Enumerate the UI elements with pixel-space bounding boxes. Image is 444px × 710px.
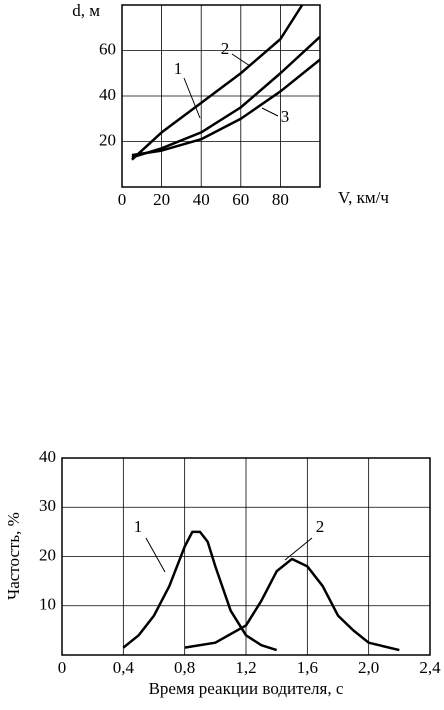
y-tick-label: 20: [99, 130, 116, 149]
leader-line: [261, 107, 279, 117]
y-axis-title: d, м: [72, 1, 100, 20]
line-series: [131, 4, 304, 161]
x-axis-title: Время реакции водителя, с: [149, 679, 344, 698]
y-axis-title: Частость, %: [4, 512, 23, 600]
y-tick-label: 40: [99, 85, 116, 104]
series-label: 2: [316, 517, 325, 536]
x-tick-label: 40: [193, 190, 210, 209]
y-tick-label: 20: [39, 545, 56, 564]
series-label: 3: [281, 107, 290, 126]
leader-line: [284, 537, 313, 561]
line-series: [131, 58, 321, 157]
x-tick-label: 80: [272, 190, 289, 209]
series-label: 1: [174, 59, 183, 78]
plot-frame: [61, 457, 431, 656]
x-tick-label: 0: [58, 658, 67, 677]
leader-line: [145, 537, 166, 573]
x-tick-label: 1,2: [235, 658, 256, 677]
series-label: 2: [221, 39, 230, 58]
y-tick-label: 10: [39, 595, 56, 614]
y-tick-label: 30: [39, 496, 56, 515]
x-tick-label: 0,4: [113, 658, 135, 677]
x-tick-label: 2,4: [419, 658, 441, 677]
x-tick-label: 1,6: [297, 658, 318, 677]
leader-line: [183, 77, 201, 119]
x-tick-label: 0: [118, 190, 127, 209]
line-series: [122, 530, 278, 652]
x-tick-label: 0,8: [174, 658, 195, 677]
y-tick-label: 40: [39, 447, 56, 466]
x-tick-label: 20: [153, 190, 170, 209]
y-tick-label: 60: [99, 39, 116, 58]
x-tick-label: 2,0: [358, 658, 379, 677]
x-axis-title: V, км/ч: [338, 188, 389, 207]
line-series: [184, 557, 400, 652]
series-label: 1: [134, 517, 143, 536]
plot-frame: [121, 4, 321, 188]
line-series: [131, 35, 321, 159]
x-tick-label: 60: [232, 190, 249, 209]
leader-line: [231, 53, 251, 67]
